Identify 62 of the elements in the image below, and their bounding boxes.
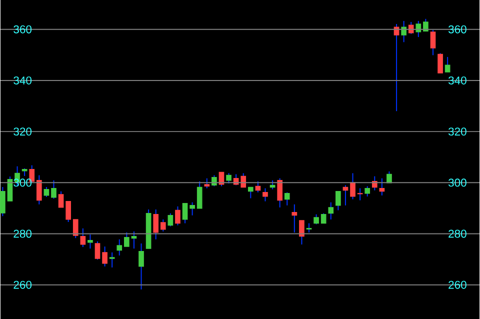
- candlestick: [58, 190, 64, 208]
- candlestick: [423, 18, 428, 32]
- candlestick: [160, 218, 166, 232]
- candlestick: [226, 172, 232, 184]
- candlestick: [116, 238, 122, 256]
- candlestick: [336, 190, 341, 211]
- candlestick: [51, 180, 56, 200]
- candlestick: [109, 252, 115, 268]
- candlestick: [328, 202, 334, 220]
- candlestick: [444, 56, 450, 72]
- candlestick: [350, 172, 356, 200]
- candlestick: [408, 21, 414, 34]
- candlestick: [262, 188, 268, 202]
- y-tick-label: 360: [14, 25, 32, 34]
- candlestick: [248, 186, 254, 199]
- candlestick: [320, 212, 326, 224]
- y2-tick-label: 320: [448, 127, 466, 136]
- candlestick: [153, 208, 159, 240]
- candlestick: [240, 172, 246, 188]
- candlestick: [277, 178, 282, 208]
- candlestick: [292, 204, 298, 233]
- candlestick: [212, 174, 217, 187]
- y2-tick-label: 300: [448, 178, 466, 186]
- candlestick: [416, 20, 422, 38]
- candlestick: [342, 184, 348, 206]
- y2-tick-label: 280: [448, 230, 466, 238]
- candlestick: [66, 200, 71, 222]
- candlestick: [94, 240, 100, 260]
- candlestick: [314, 214, 319, 225]
- candlestick: [102, 246, 108, 267]
- candlestick: [80, 228, 86, 248]
- y2-tick-label: 260: [448, 280, 466, 289]
- y-tick-label: 320: [14, 127, 32, 136]
- candlestick: [284, 192, 290, 206]
- candlestick: [364, 186, 370, 197]
- candlestick: [0, 186, 6, 216]
- candlestick: [168, 212, 174, 227]
- candlestick: [190, 202, 195, 216]
- y-tick-label: 280: [14, 230, 32, 238]
- candlestick: [299, 220, 304, 245]
- candlestick: [7, 176, 13, 202]
- candlestick: [255, 180, 261, 193]
- candlestick: [196, 180, 202, 209]
- y2-tick-label: 340: [448, 76, 466, 84]
- y-tick-label: 300: [14, 178, 32, 186]
- candlestick: [36, 174, 42, 205]
- candlestick: [438, 52, 443, 74]
- y-tick-label: 260: [14, 280, 32, 289]
- candlestick: [72, 218, 78, 238]
- candlestick: [182, 202, 188, 224]
- candlestick: [88, 234, 93, 249]
- candlestick: [306, 222, 312, 233]
- y-tick-label: 340: [14, 76, 32, 84]
- candlestick: [44, 186, 50, 198]
- candlestick: [379, 178, 385, 196]
- y2-tick-label: 360: [448, 25, 466, 34]
- candlestick: [204, 178, 210, 189]
- candlestick: [138, 242, 144, 290]
- candlestick: [430, 29, 436, 56]
- candlestick: [175, 206, 180, 226]
- candlestick: [401, 20, 406, 42]
- candlestick: [124, 232, 130, 247]
